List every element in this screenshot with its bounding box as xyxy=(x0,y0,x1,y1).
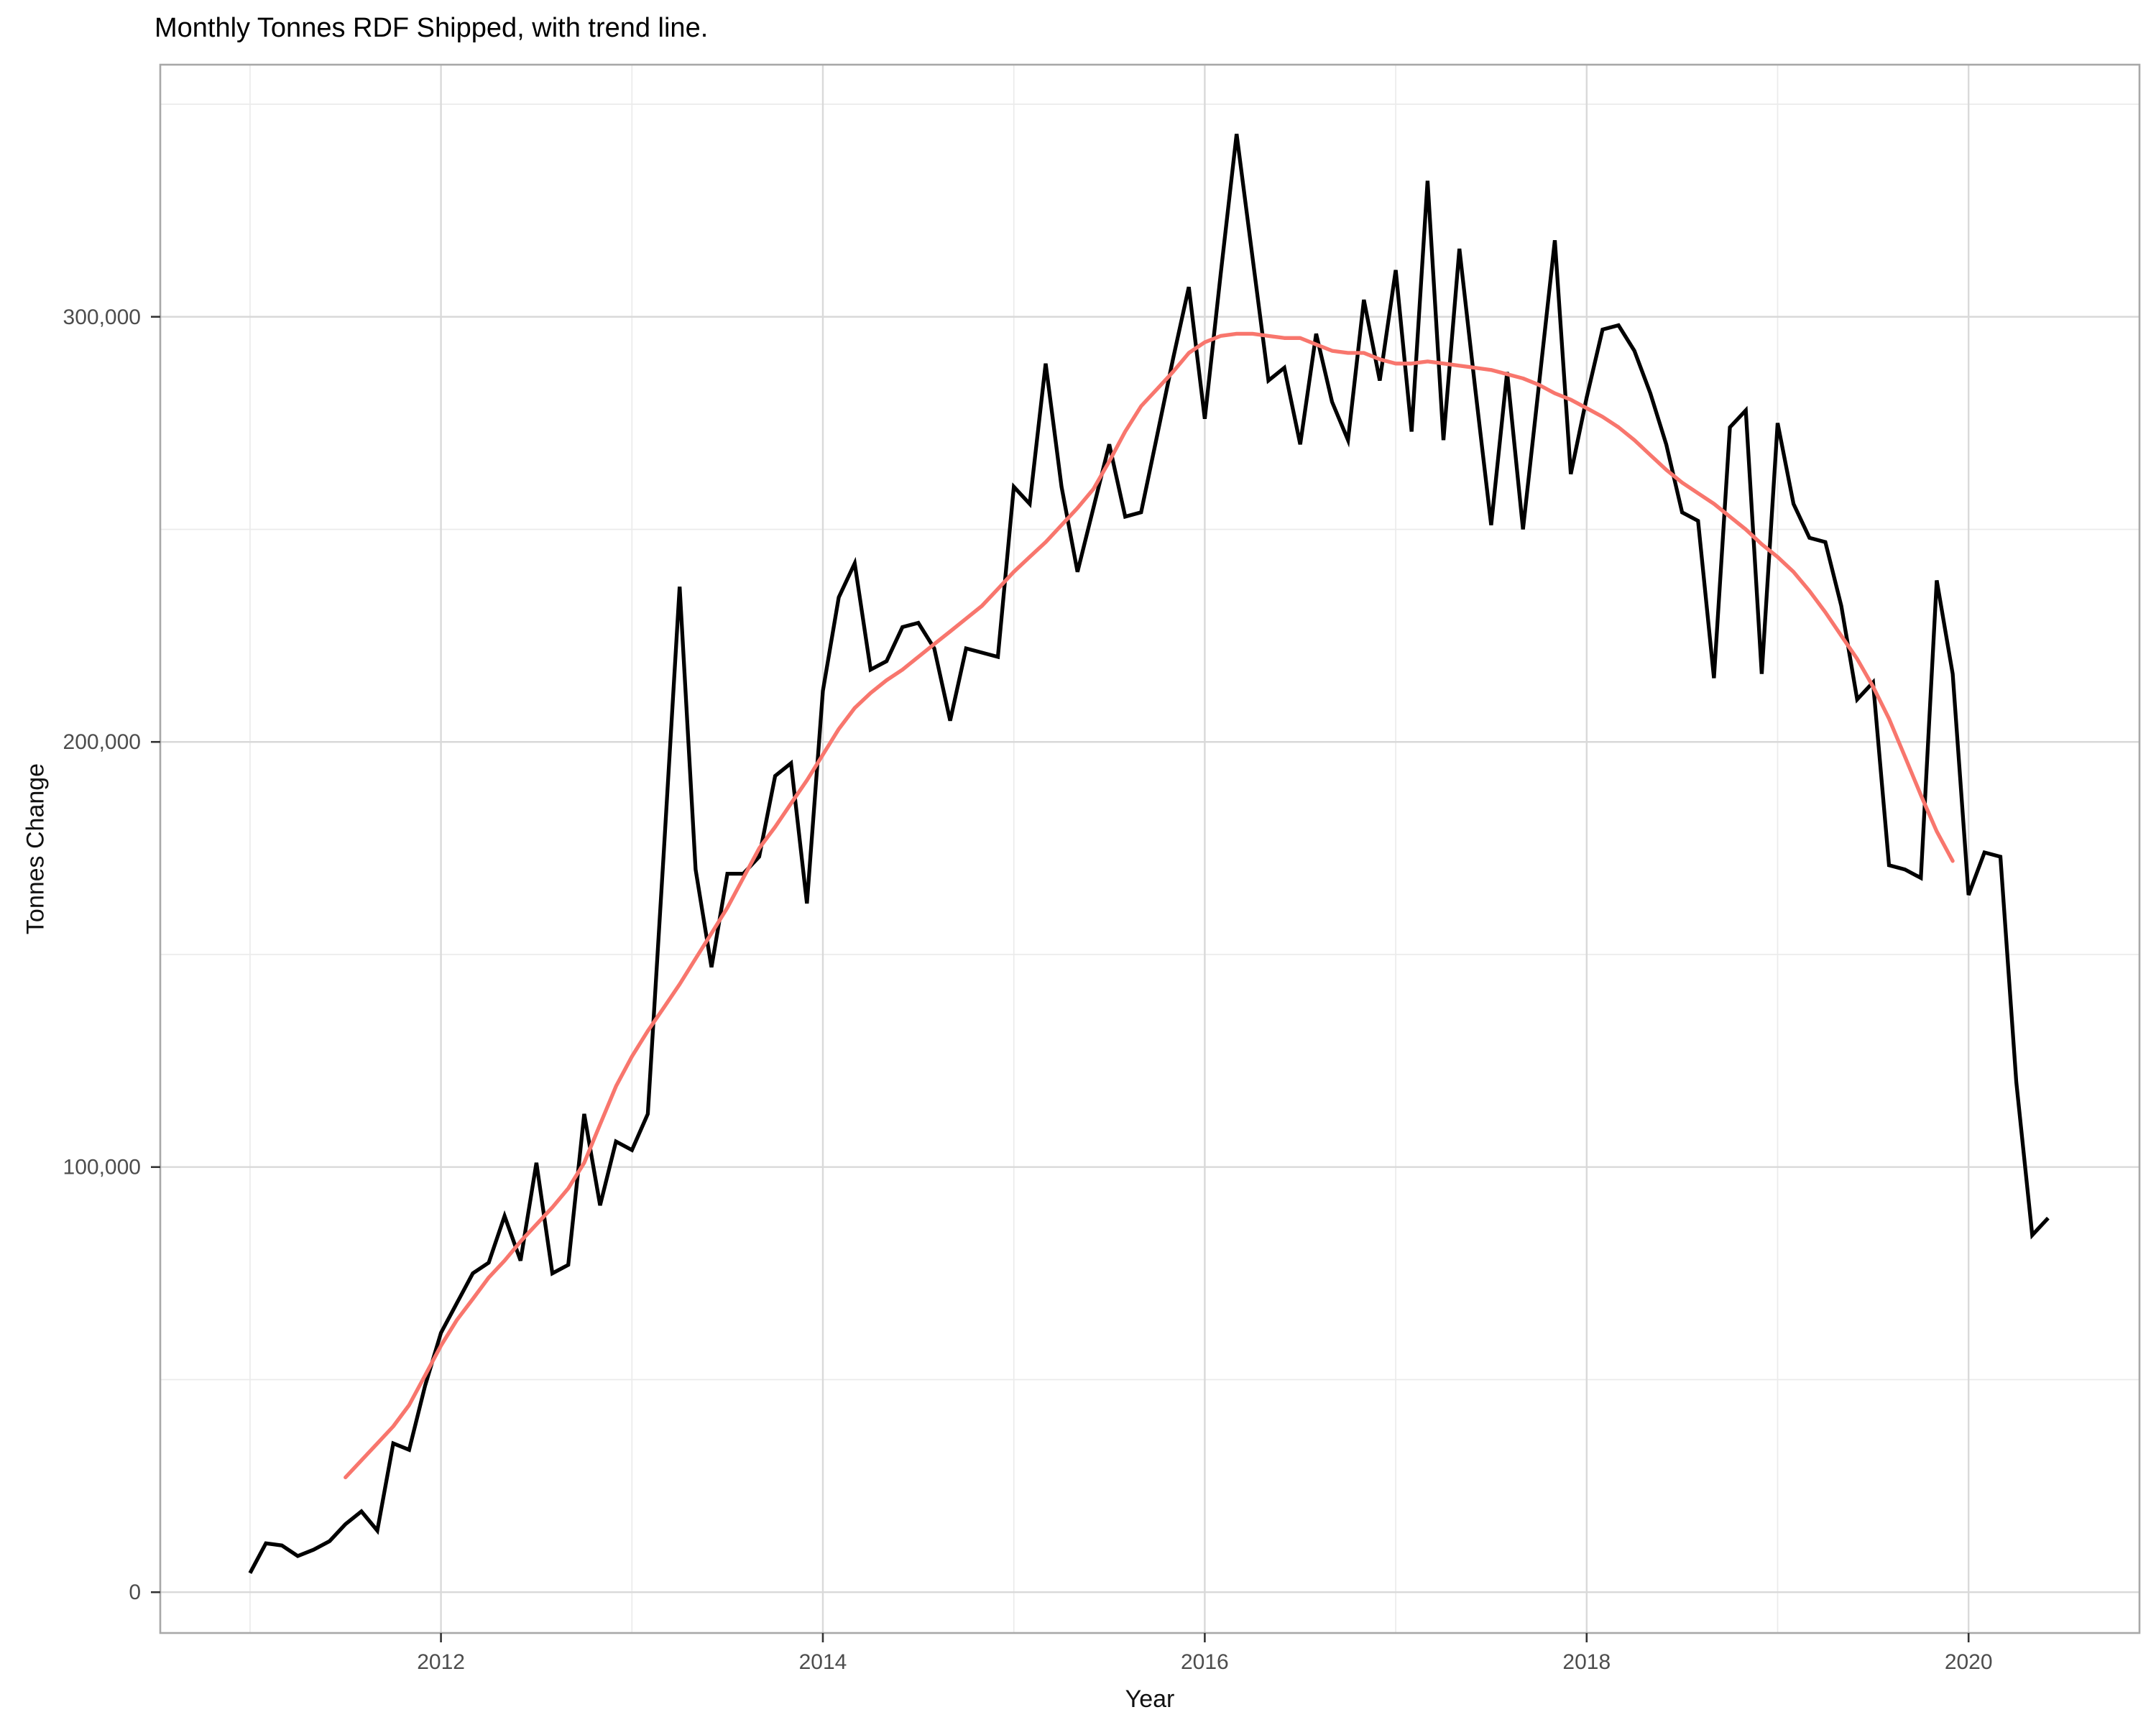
y-tick-label: 200,000 xyxy=(63,730,141,754)
chart-title: Monthly Tonnes RDF Shipped, with trend l… xyxy=(155,13,709,43)
x-axis-title: Year xyxy=(1125,1685,1175,1713)
y-tick-label: 0 xyxy=(129,1581,141,1604)
x-tick-label: 2020 xyxy=(1945,1650,1993,1674)
x-tick-label: 2018 xyxy=(1562,1650,1611,1674)
x-tick-label: 2016 xyxy=(1181,1650,1229,1674)
major-gridlines xyxy=(160,65,2139,1633)
x-tick-label: 2012 xyxy=(417,1650,465,1674)
x-tick-label: 2014 xyxy=(799,1650,847,1674)
y-tick-label: 300,000 xyxy=(63,305,141,329)
monthly-series-line xyxy=(248,134,2050,1574)
panel-border xyxy=(159,63,2141,1634)
axis-ticks: 2012 2014 2016 2018 2020 0 100,000 200,000 300,0… xyxy=(63,305,1993,1674)
y-tick-label: 100,000 xyxy=(63,1156,141,1179)
trend-line xyxy=(344,331,1955,1480)
minor-gridlines xyxy=(160,65,2139,1633)
